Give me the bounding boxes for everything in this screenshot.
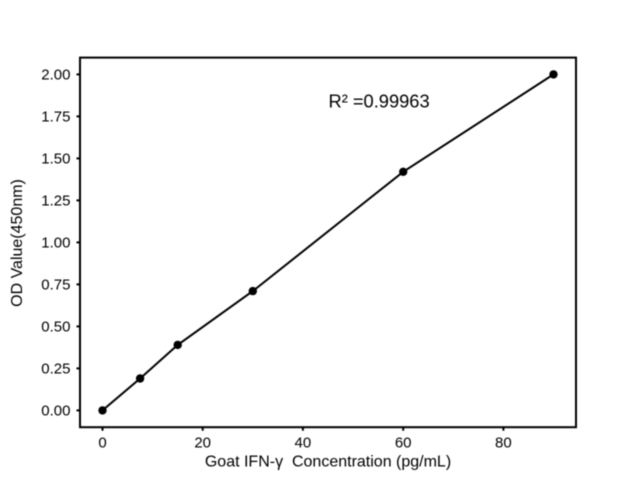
svg-text:1.00: 1.00 [41, 234, 70, 251]
svg-text:R² =0.99963: R² =0.99963 [329, 91, 430, 112]
svg-text:1.75: 1.75 [41, 108, 70, 125]
svg-text:80: 80 [495, 435, 512, 452]
svg-text:0.75: 0.75 [41, 276, 70, 293]
svg-text:1.50: 1.50 [41, 150, 70, 167]
svg-text:Goat IFN-γ Concentration (pg/: Goat IFN-γ Concentration (pg/mL) [205, 454, 451, 471]
svg-text:0: 0 [98, 435, 106, 452]
svg-text:0.00: 0.00 [41, 402, 70, 419]
svg-text:OD Value(450nm): OD Value(450nm) [9, 179, 26, 307]
svg-text:0.25: 0.25 [41, 360, 70, 377]
svg-text:2.00: 2.00 [41, 66, 70, 83]
svg-text:40: 40 [295, 435, 312, 452]
svg-text:20: 20 [194, 435, 211, 452]
svg-text:1.25: 1.25 [41, 192, 70, 209]
svg-text:60: 60 [395, 435, 412, 452]
svg-text:0.50: 0.50 [41, 318, 70, 335]
